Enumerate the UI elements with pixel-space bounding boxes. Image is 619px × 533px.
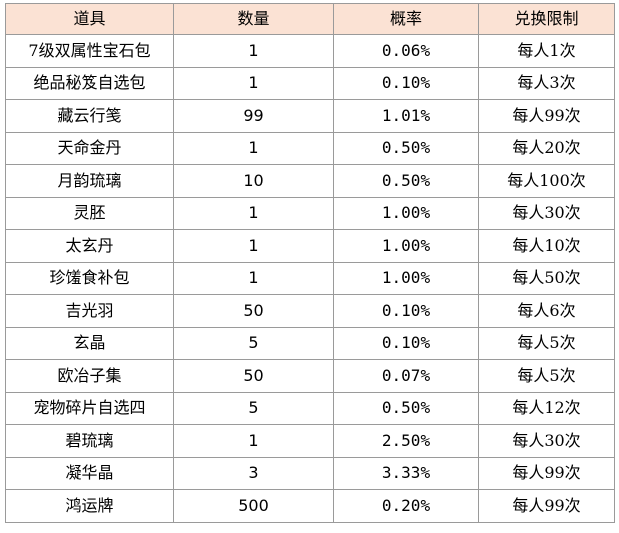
cell-item-name: 珍馐食补包 [5, 261, 174, 295]
cell-probability: 1.00% [333, 261, 479, 295]
cell-exchange-limit: 每人99次 [478, 489, 615, 523]
cell-probability: 0.50% [333, 131, 479, 165]
cell-item-name: 藏云行笺 [5, 99, 174, 133]
table-row: 藏云行笺 99 1.01% 每人99次 [5, 99, 615, 133]
cell-exchange-limit: 每人100次 [478, 164, 615, 198]
cell-quantity: 1 [173, 196, 334, 230]
cell-quantity: 50 [173, 294, 334, 328]
cell-exchange-limit: 每人20次 [478, 131, 615, 165]
cell-probability: 1.00% [333, 196, 479, 230]
cell-item-name: 碧琉璃 [5, 424, 174, 458]
cell-probability: 1.01% [333, 99, 479, 133]
table-row: 天命金丹 1 0.50% 每人20次 [5, 131, 615, 165]
cell-item-name: 欧冶子集 [5, 359, 174, 393]
cell-quantity: 1 [173, 261, 334, 295]
cell-quantity: 1 [173, 131, 334, 165]
cell-probability: 1.00% [333, 229, 479, 263]
table-row: 绝品秘笈自选包 1 0.10% 每人3次 [5, 66, 615, 100]
cell-exchange-limit: 每人5次 [478, 326, 615, 360]
table-row: 7级双属性宝石包 1 0.06% 每人1次 [5, 34, 615, 68]
table-row: 碧琉璃 1 2.50% 每人30次 [5, 424, 615, 458]
table-row: 宠物碎片自选四 5 0.50% 每人12次 [5, 391, 615, 425]
cell-item-name: 绝品秘笈自选包 [5, 66, 174, 100]
cell-exchange-limit: 每人99次 [478, 456, 615, 490]
column-header-probability: 概率 [333, 3, 479, 35]
cell-exchange-limit: 每人12次 [478, 391, 615, 425]
cell-probability: 0.10% [333, 66, 479, 100]
cell-item-name: 7级双属性宝石包 [5, 34, 174, 68]
cell-quantity: 1 [173, 229, 334, 263]
column-header-item: 道具 [5, 3, 174, 35]
table-row: 吉光羽 50 0.10% 每人6次 [5, 294, 615, 328]
cell-item-name: 鸿运牌 [5, 489, 174, 523]
cell-exchange-limit: 每人99次 [478, 99, 615, 133]
cell-probability: 3.33% [333, 456, 479, 490]
cell-probability: 0.50% [333, 164, 479, 198]
cell-exchange-limit: 每人50次 [478, 261, 615, 295]
cell-item-name: 月韵琉璃 [5, 164, 174, 198]
cell-quantity: 3 [173, 456, 334, 490]
cell-exchange-limit: 每人10次 [478, 229, 615, 263]
reward-table-sheet: 道具 数量 概率 兑换限制 7级双属性宝石包 1 0.06% 每人1次 绝品秘笈自选包 1… [5, 3, 615, 523]
cell-quantity: 1 [173, 66, 334, 100]
table-row: 月韵琉璃 10 0.50% 每人100次 [5, 164, 615, 198]
table-row: 鸿运牌 500 0.20% 每人99次 [5, 489, 615, 523]
table-header: 道具 数量 概率 兑换限制 [5, 3, 615, 35]
header-row: 道具 数量 概率 兑换限制 [5, 3, 615, 35]
cell-quantity: 50 [173, 359, 334, 393]
cell-probability: 0.50% [333, 391, 479, 425]
cell-exchange-limit: 每人5次 [478, 359, 615, 393]
cell-exchange-limit: 每人6次 [478, 294, 615, 328]
column-header-exchange-limit: 兑换限制 [478, 3, 615, 35]
table-row: 玄晶 5 0.10% 每人5次 [5, 326, 615, 360]
cell-probability: 0.07% [333, 359, 479, 393]
cell-item-name: 太玄丹 [5, 229, 174, 263]
table-row: 珍馐食补包 1 1.00% 每人50次 [5, 261, 615, 295]
cell-quantity: 1 [173, 424, 334, 458]
table-row: 欧冶子集 50 0.07% 每人5次 [5, 359, 615, 393]
cell-exchange-limit: 每人1次 [478, 34, 615, 68]
table-row: 凝华晶 3 3.33% 每人99次 [5, 456, 615, 490]
cell-quantity: 5 [173, 326, 334, 360]
cell-probability: 0.06% [333, 34, 479, 68]
cell-item-name: 吉光羽 [5, 294, 174, 328]
column-header-quantity: 数量 [173, 3, 334, 35]
table-body: 7级双属性宝石包 1 0.06% 每人1次 绝品秘笈自选包 1 0.10% 每人3次 藏云行笺 9… [5, 34, 615, 523]
cell-item-name: 凝华晶 [5, 456, 174, 490]
cell-quantity: 500 [173, 489, 334, 523]
cell-item-name: 灵胚 [5, 196, 174, 230]
table-row: 灵胚 1 1.00% 每人30次 [5, 196, 615, 230]
cell-probability: 0.10% [333, 294, 479, 328]
reward-probability-table: 道具 数量 概率 兑换限制 7级双属性宝石包 1 0.06% 每人1次 绝品秘笈自选包 1… [5, 3, 615, 523]
cell-probability: 0.10% [333, 326, 479, 360]
cell-quantity: 10 [173, 164, 334, 198]
cell-quantity: 5 [173, 391, 334, 425]
cell-item-name: 玄晶 [5, 326, 174, 360]
cell-probability: 0.20% [333, 489, 479, 523]
cell-quantity: 99 [173, 99, 334, 133]
cell-item-name: 天命金丹 [5, 131, 174, 165]
cell-exchange-limit: 每人30次 [478, 196, 615, 230]
cell-exchange-limit: 每人30次 [478, 424, 615, 458]
cell-item-name: 宠物碎片自选四 [5, 391, 174, 425]
table-row: 太玄丹 1 1.00% 每人10次 [5, 229, 615, 263]
cell-exchange-limit: 每人3次 [478, 66, 615, 100]
cell-quantity: 1 [173, 34, 334, 68]
cell-probability: 2.50% [333, 424, 479, 458]
